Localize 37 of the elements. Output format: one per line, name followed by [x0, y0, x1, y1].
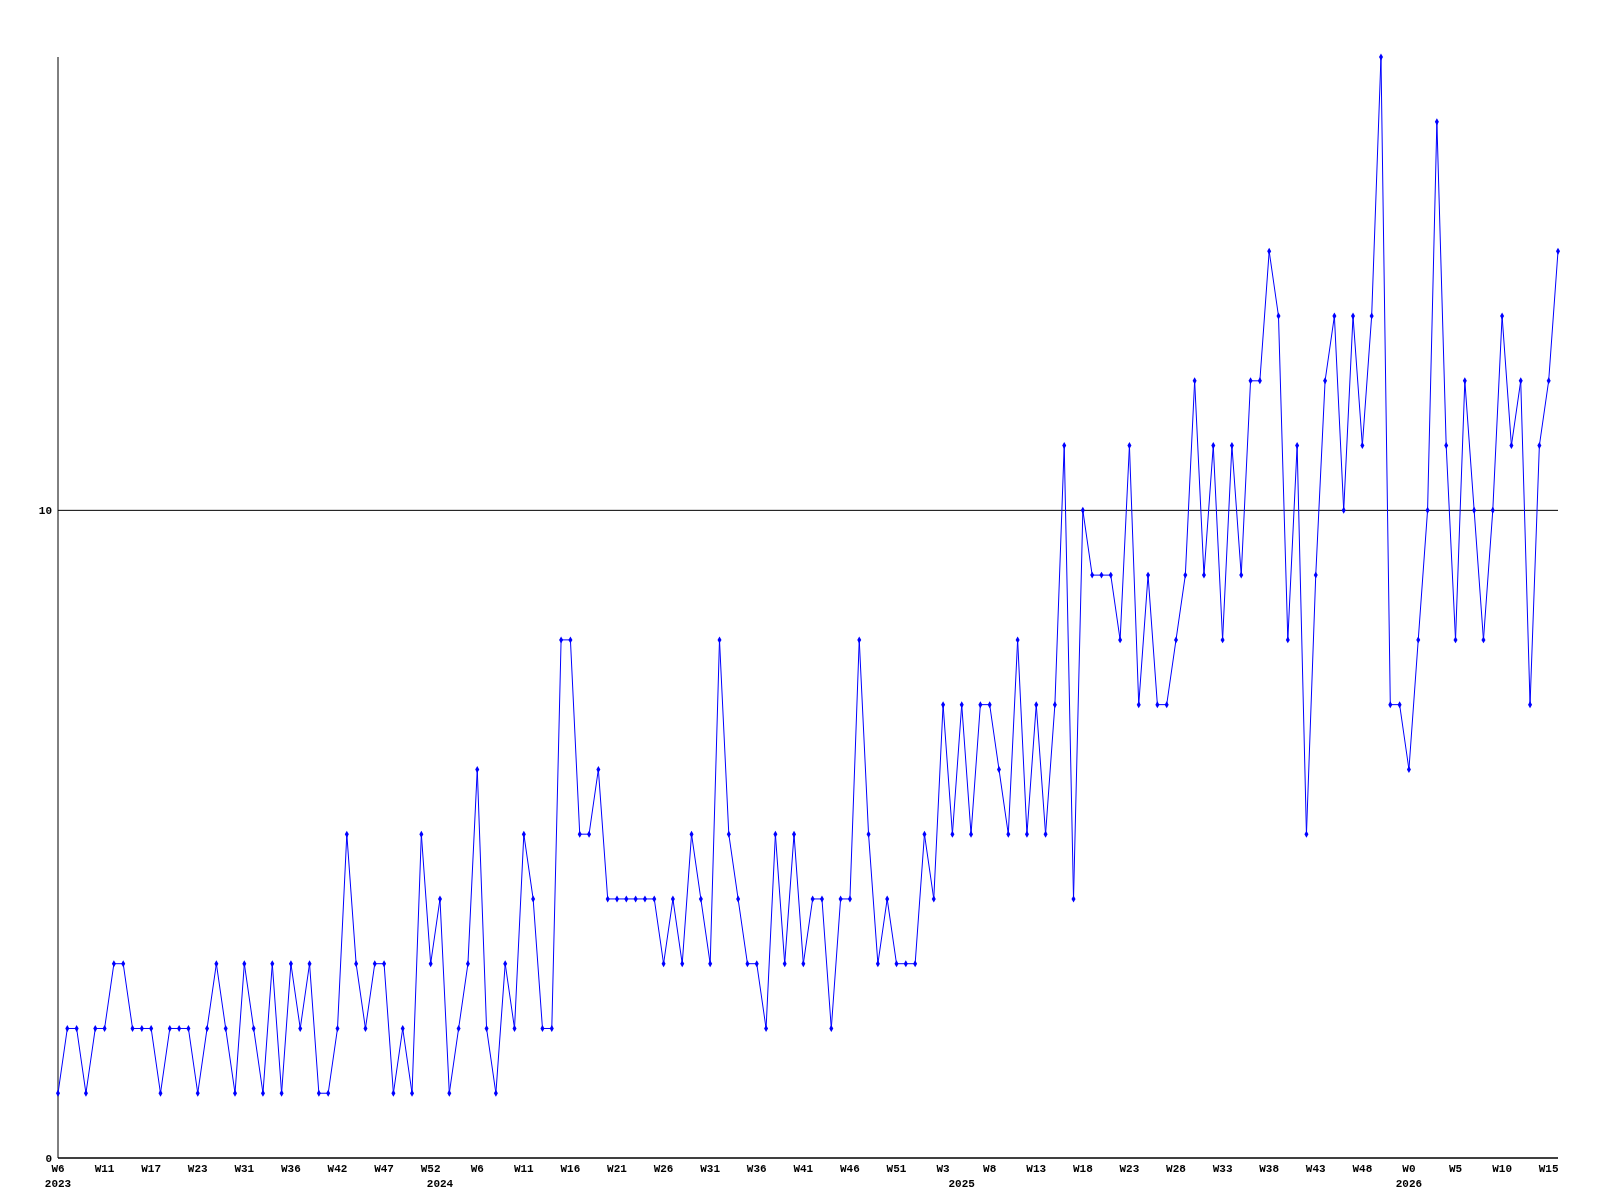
- x-tick-label: W23: [187, 1163, 209, 1175]
- x-tick-label: W6: [470, 1163, 484, 1175]
- x-tick-label: W33: [1212, 1163, 1233, 1175]
- y-tick-label: 0: [45, 1152, 52, 1165]
- x-tick-label: W21: [607, 1163, 628, 1175]
- x-tick-label: W3: [936, 1163, 951, 1175]
- x-tick-label: W31: [700, 1163, 721, 1175]
- x-tick-label: W42: [327, 1163, 348, 1175]
- x-tick-label: W0 2026: [1395, 1163, 1423, 1190]
- x-tick-label: W26: [653, 1163, 674, 1175]
- x-tick-label: W13: [1026, 1163, 1047, 1175]
- x-tick-label: W5: [1448, 1163, 1463, 1175]
- x-tick-label: W51: [886, 1163, 907, 1175]
- x-tick-label: W52: [420, 1163, 441, 1175]
- x-tick-label: W10: [1492, 1163, 1513, 1175]
- x-tick-label: W46: [840, 1163, 860, 1175]
- x-tick-label: 2025: [948, 1178, 976, 1190]
- x-tick-label: W36: [281, 1163, 301, 1175]
- x-tick-label: W17: [141, 1163, 162, 1175]
- x-tick-label: W8: [983, 1163, 997, 1175]
- x-tick-label: W6 2023: [44, 1163, 72, 1190]
- x-tick-label: W15: [1538, 1163, 1559, 1175]
- x-tick-label: W23: [1119, 1163, 1140, 1175]
- x-tick-label: W48: [1352, 1163, 1373, 1175]
- x-tick-label: W28: [1166, 1163, 1187, 1175]
- y-tick-label: 10: [38, 505, 52, 518]
- x-tick-label: W43: [1305, 1163, 1327, 1175]
- x-tick-label: W31: [234, 1163, 255, 1175]
- x-tick-label: W36: [746, 1163, 767, 1175]
- x-tick-label: W41: [793, 1163, 814, 1175]
- x-tick-label: 2024: [426, 1178, 454, 1190]
- x-tick-label: W16: [560, 1163, 581, 1175]
- x-tick-label: W38: [1259, 1163, 1280, 1175]
- x-tick-label: W47: [374, 1163, 394, 1175]
- x-tick-label: W18: [1072, 1163, 1094, 1175]
- x-tick-label: W11: [94, 1163, 115, 1175]
- x-tick-label: W11: [513, 1163, 535, 1175]
